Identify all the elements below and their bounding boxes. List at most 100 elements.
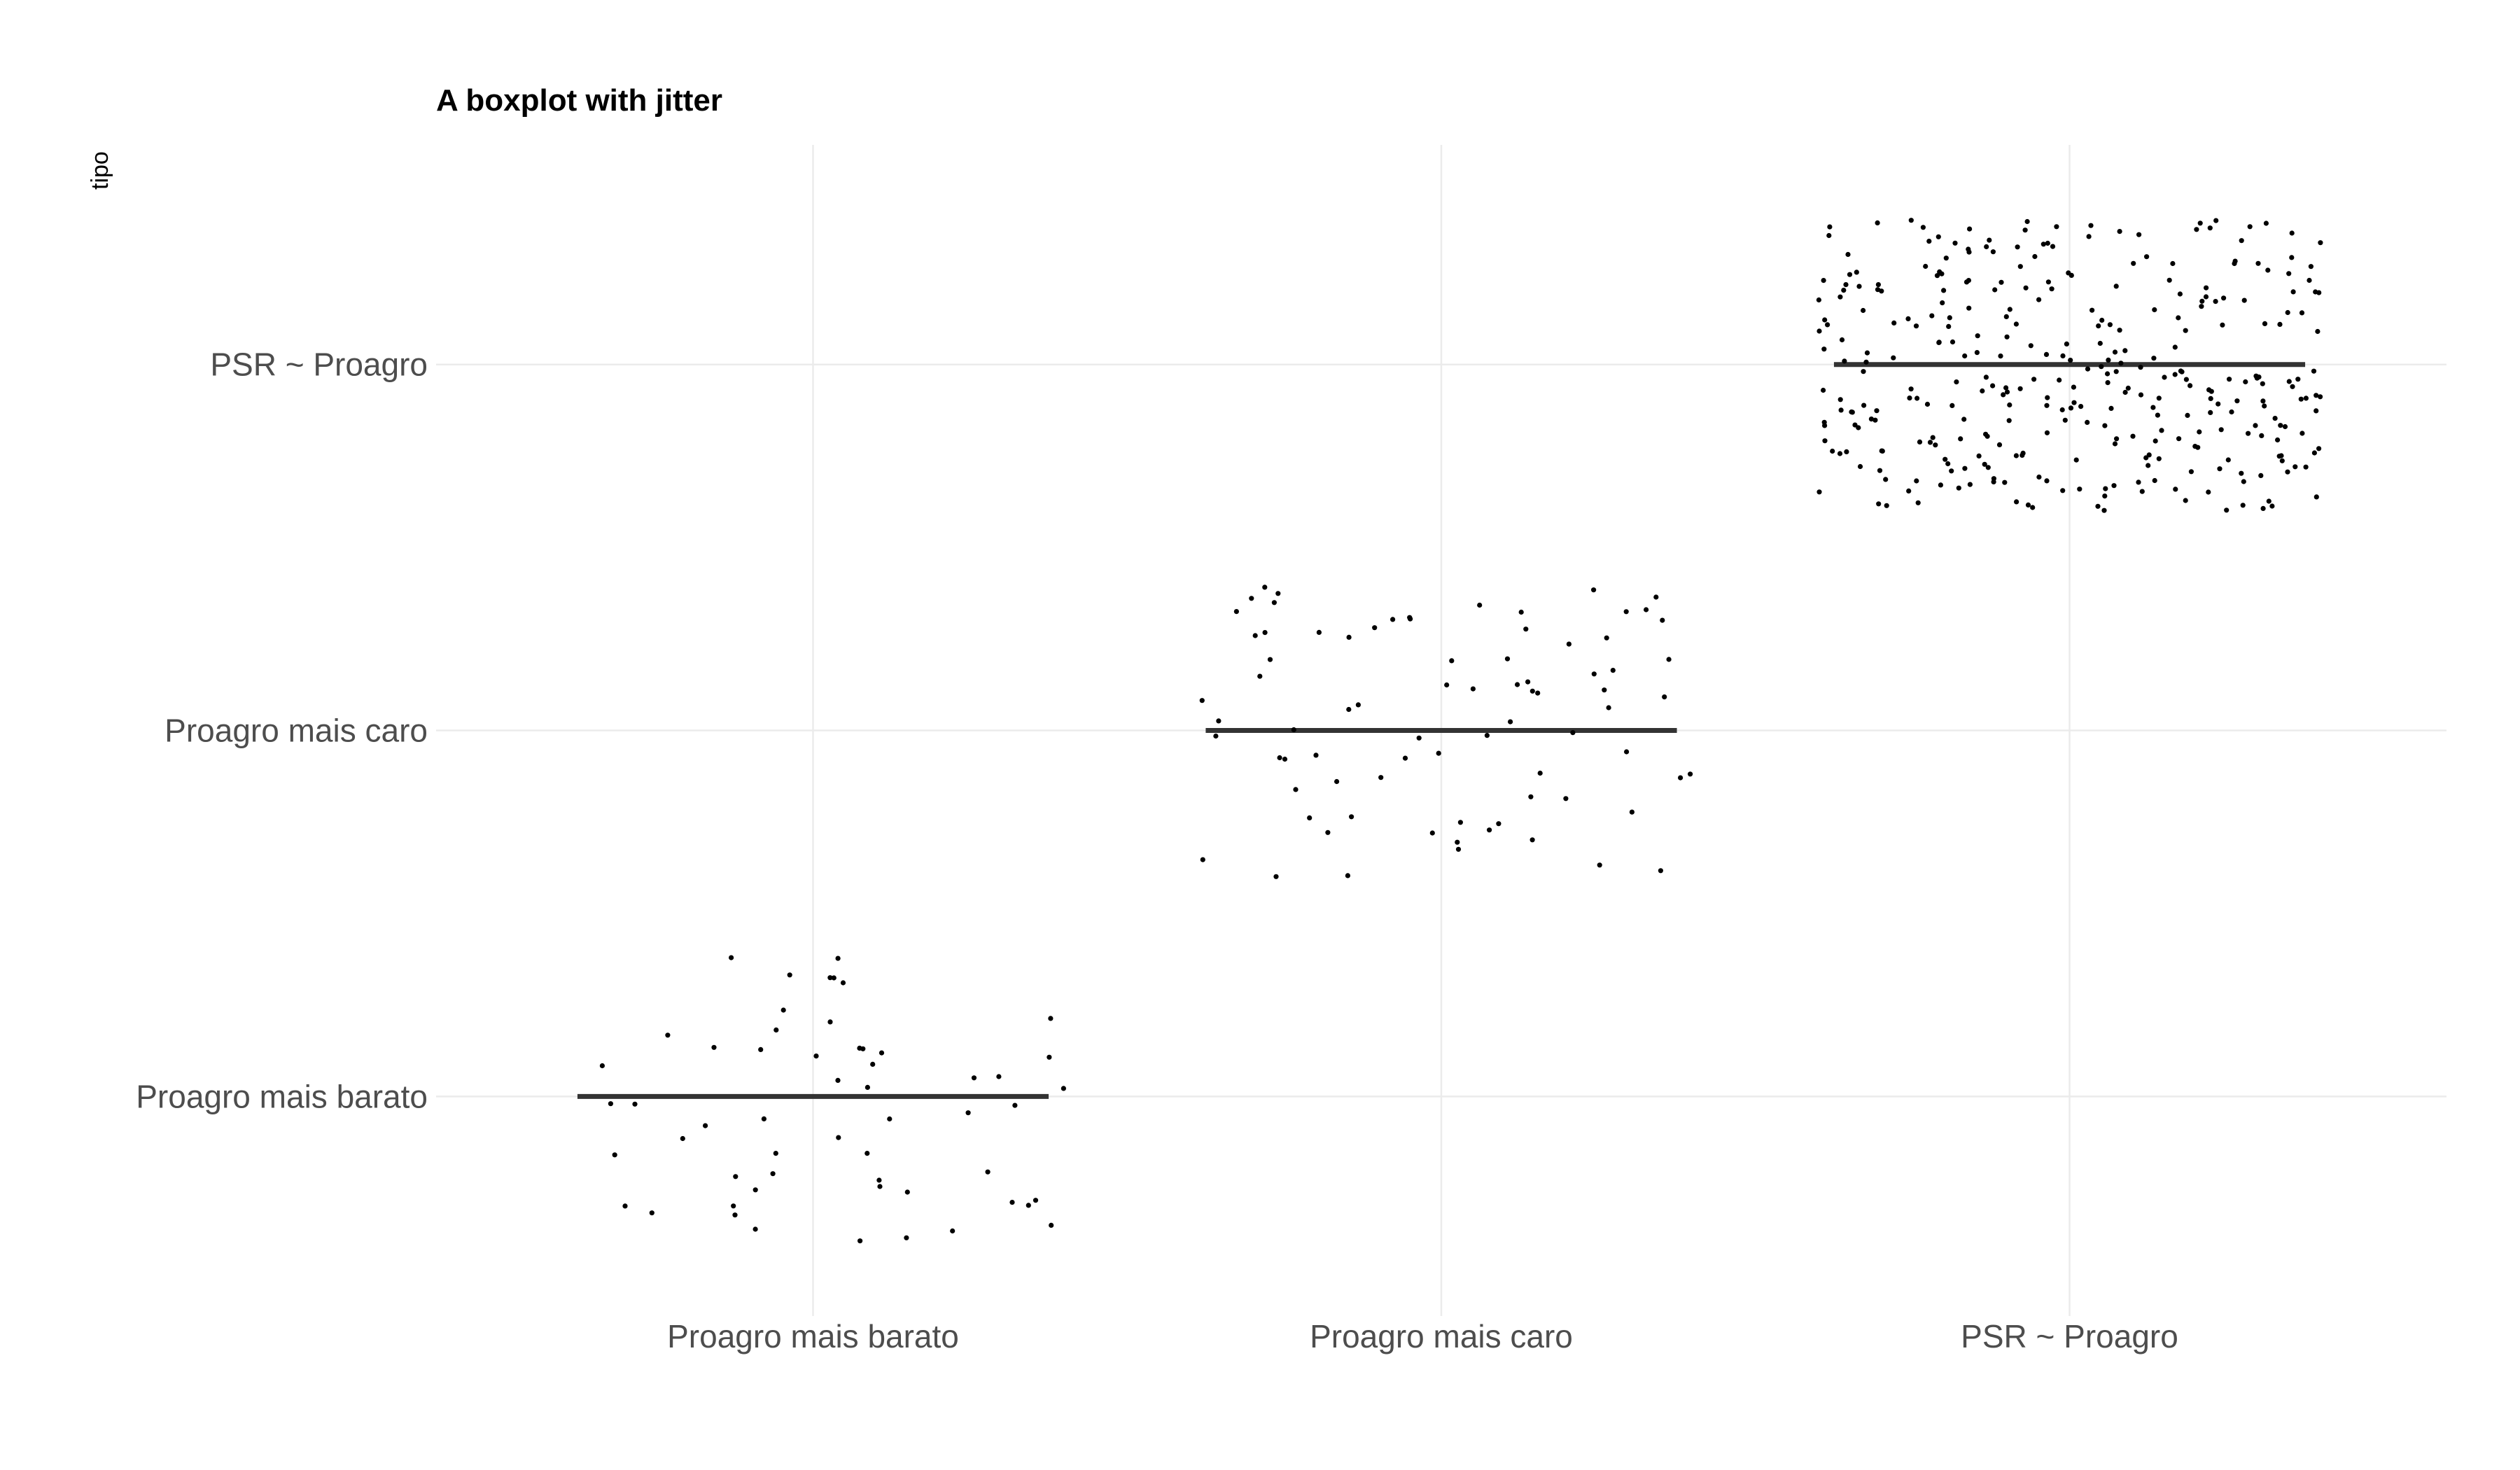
data-point	[2139, 489, 2145, 494]
data-point	[1842, 358, 1847, 364]
data-point	[1271, 600, 1277, 606]
data-point	[1923, 263, 1928, 270]
data-point	[1941, 288, 1947, 293]
data-point	[2183, 498, 2188, 503]
data-point	[2260, 505, 2266, 512]
data-point	[780, 1007, 786, 1013]
data-point	[1623, 609, 1629, 615]
data-point	[2152, 477, 2157, 484]
data-point	[1975, 333, 1980, 339]
data-point	[2096, 323, 2101, 329]
data-point	[813, 1054, 819, 1059]
data-point	[1852, 422, 1858, 428]
data-point	[878, 1050, 885, 1056]
data-point	[1249, 596, 1254, 601]
data-point	[1996, 442, 2003, 448]
data-point	[2192, 444, 2198, 449]
data-point	[1416, 735, 1422, 741]
data-point	[711, 1044, 717, 1050]
data-point	[1660, 617, 1665, 623]
data-point	[1891, 355, 1896, 360]
data-point	[1273, 874, 1279, 879]
data-point	[2044, 478, 2050, 484]
data-point	[1345, 873, 1350, 878]
data-point	[2156, 396, 2162, 401]
data-point	[1945, 461, 1951, 467]
data-point	[599, 1063, 606, 1069]
data-point	[2088, 223, 2094, 228]
data-point	[1487, 827, 1492, 833]
data-point	[2241, 298, 2247, 303]
data-point	[758, 1046, 764, 1052]
data-point	[761, 1116, 766, 1121]
data-point	[1905, 316, 1911, 321]
data-point	[2241, 479, 2246, 484]
data-point	[864, 1084, 870, 1090]
data-point	[2068, 405, 2074, 411]
data-point	[1262, 584, 1268, 590]
data-point	[1032, 1198, 1039, 1203]
data-point	[1985, 465, 1991, 470]
data-point	[1934, 273, 1940, 279]
data-point	[2239, 238, 2244, 244]
y-axis-title: tipo	[87, 151, 113, 190]
data-point	[1355, 702, 1361, 708]
data-point	[1346, 634, 1352, 640]
data-point	[2114, 436, 2120, 442]
data-point	[2183, 328, 2188, 333]
data-point	[1515, 682, 1520, 687]
data-point	[965, 1110, 971, 1116]
data-point	[1966, 305, 1972, 311]
data-point	[2199, 304, 2204, 309]
data-point	[1604, 635, 1609, 640]
data-point	[2176, 315, 2181, 321]
data-point	[836, 1135, 841, 1140]
data-point	[2097, 340, 2103, 346]
data-point	[1535, 690, 1541, 696]
data-point	[773, 1151, 778, 1156]
data-point	[1349, 814, 1354, 820]
data-point	[1012, 1102, 1018, 1108]
data-point	[1841, 288, 1847, 293]
data-point	[1879, 448, 1884, 454]
data-point	[2259, 433, 2264, 439]
data-point	[2068, 272, 2074, 278]
data-point	[2054, 224, 2059, 230]
data-point	[1060, 1086, 1066, 1091]
data-point	[1854, 270, 1859, 275]
data-point	[2277, 321, 2283, 327]
data-point	[2206, 489, 2211, 495]
data-point	[1876, 501, 1882, 507]
data-point	[1946, 323, 1952, 329]
data-point	[2286, 271, 2292, 276]
data-point	[1914, 396, 1920, 401]
data-point	[1372, 625, 1378, 631]
data-point	[2300, 430, 2305, 436]
data-point	[2023, 285, 2029, 290]
data-point	[2216, 401, 2221, 407]
data-point	[2313, 289, 2318, 295]
data-point	[2004, 389, 2010, 395]
data-point	[2290, 289, 2296, 295]
data-point	[1966, 246, 1971, 252]
data-point	[2275, 437, 2281, 443]
data-point	[1658, 868, 1663, 874]
data-point	[1987, 237, 1992, 243]
data-point	[2179, 369, 2185, 374]
data-point	[2152, 438, 2158, 444]
axis-labels: Proagro mais barato Proagro mais caro PSR …	[136, 346, 2178, 1354]
data-point	[2221, 295, 2227, 301]
data-point	[1939, 271, 1945, 276]
data-point	[1455, 846, 1462, 852]
data-point	[2125, 385, 2131, 391]
data-point	[2106, 357, 2111, 363]
data-point	[831, 975, 836, 981]
data-point	[2299, 310, 2305, 316]
data-point	[2311, 450, 2317, 456]
data-point	[2162, 374, 2167, 380]
data-point	[2032, 253, 2038, 260]
data-point	[2095, 503, 2101, 509]
data-point	[2040, 241, 2046, 247]
data-point	[2007, 307, 2012, 312]
